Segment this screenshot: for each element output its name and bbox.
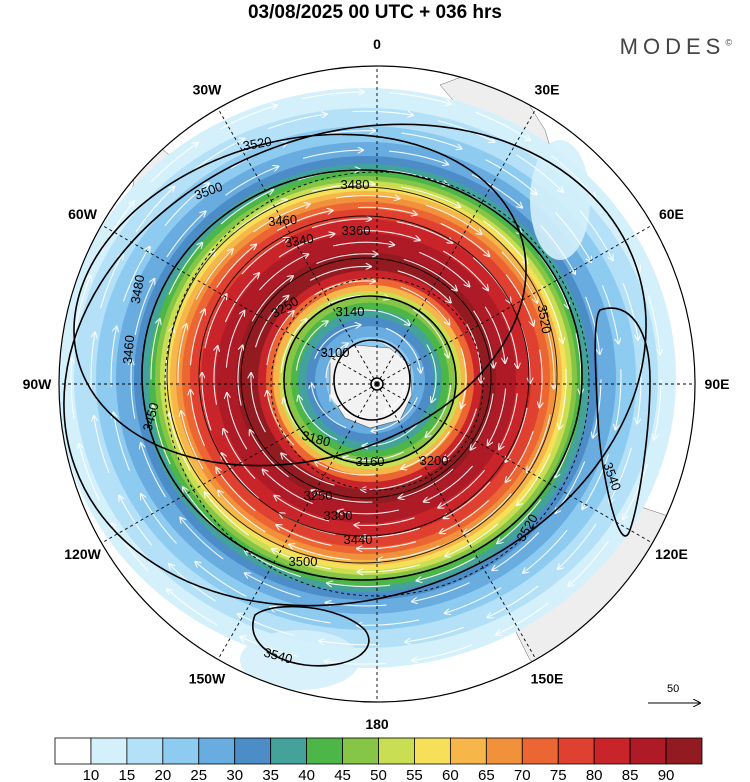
graticule [59, 66, 695, 702]
contour-3540-east [594, 307, 651, 537]
colorbar-swatch [54, 737, 92, 765]
contour-label: 3360 [342, 223, 371, 238]
colorbar-label: 35 [262, 767, 279, 782]
colorbar-label: 25 [190, 767, 207, 782]
contour-label: 3480 [341, 177, 370, 192]
contour-label: 3520 [242, 134, 273, 154]
colorbar-label: 40 [298, 767, 315, 782]
lon-label-150e: 150E [531, 670, 564, 686]
lon-label-60e: 60E [659, 206, 684, 222]
contour-label: 3460 [120, 335, 137, 365]
contour-3480 [73, 133, 527, 467]
lon-label-30w: 30W [193, 82, 223, 98]
colorbar-swatch [629, 737, 667, 765]
colorbar-label: 45 [334, 767, 351, 782]
lon-label-120w: 120W [64, 546, 101, 562]
contour-label: 3440 [344, 532, 373, 547]
colorbar-label: 70 [514, 767, 531, 782]
colorbar-swatch [378, 737, 415, 765]
contour-label: 3500 [289, 554, 318, 569]
colorbar-label: 55 [406, 767, 423, 782]
lon-label-90e: 90E [705, 376, 730, 392]
lon-label-90w: 90W [23, 376, 53, 392]
colorbar-swatch [198, 737, 236, 765]
colorbar: 10 15 20 25 30 35 40 45 50 55 60 65 70 75 80 85 90 [54, 737, 703, 782]
colorbar-swatch [306, 737, 343, 765]
contour-3540-south [252, 605, 370, 667]
contour-label: 3180 [300, 428, 332, 450]
page-title: 03/08/2025 00 UTC + 036 hrs [247, 2, 503, 23]
colorbar-label: 75 [550, 767, 567, 782]
reference-vector-label: 50 [667, 683, 679, 695]
longitude-labels: 0 30E 60E 90E 120E 150E 180 150W 120W 90W 60W 30W [23, 36, 730, 732]
contour-label: 3520 [535, 304, 555, 335]
colorbar-label: 80 [586, 767, 603, 782]
colorbar-label: 15 [119, 767, 136, 782]
colorbar-swatch [90, 737, 128, 765]
colorbar-swatch [270, 737, 308, 765]
contour-label: 3450 [140, 401, 162, 433]
colorbar-label: 20 [154, 767, 171, 782]
colorbar-label: 30 [226, 767, 243, 782]
pole-marker [370, 377, 384, 391]
colorbar-swatch [234, 737, 272, 765]
colorbar-label: 90 [658, 767, 675, 782]
contour-label: 3100 [321, 345, 350, 360]
brand-logo: MODES© [620, 34, 732, 60]
colorbar-label: 10 [83, 767, 100, 782]
colorbar-swatch [414, 737, 451, 765]
contour-label: 3160 [356, 454, 385, 469]
colorbar-swatch [162, 737, 200, 765]
contour-3500 [141, 169, 583, 581]
contour-label: 3340 [284, 231, 315, 251]
height-contours [63, 123, 651, 667]
lon-label-30e: 30E [535, 82, 560, 98]
lon-label-150w: 150W [189, 670, 226, 686]
contour-3160 [283, 295, 457, 465]
brand-mark: © [725, 37, 732, 48]
colorbar-swatch [521, 737, 559, 765]
colorbar-swatch [665, 737, 703, 765]
colorbar-label: 60 [442, 767, 459, 782]
colorbar-label: 85 [622, 767, 639, 782]
lon-label-60w: 60W [68, 206, 98, 222]
contour-label: 3140 [336, 304, 365, 319]
lon-label-0: 0 [373, 36, 381, 52]
contour-3520-outer [63, 123, 647, 607]
contour-3100 [333, 339, 411, 421]
colorbar-swatch [126, 737, 164, 765]
colorbar-swatch [342, 737, 379, 765]
lon-label-180: 180 [365, 716, 389, 732]
contour-label: 3480 [128, 274, 148, 305]
colorbar-label: 50 [370, 767, 387, 782]
contour-label: 3540 [262, 645, 294, 667]
contour-label: 3300 [324, 508, 353, 523]
lon-label-120e: 120E [655, 546, 688, 562]
colorbar-swatch [485, 737, 523, 765]
colorbar-swatch [557, 737, 595, 765]
colorbar-swatch [449, 737, 487, 765]
map-border [58, 65, 696, 703]
interior-contours [166, 186, 558, 564]
contour-label: 3250 [304, 488, 333, 503]
contour-labels: 3520 3500 3480 3460 3360 3340 3250 3140 3100 3160… [120, 134, 624, 667]
contour-label: 3200 [420, 453, 449, 468]
reference-vector: 50 [648, 683, 700, 703]
colorbar-swatch [593, 737, 631, 765]
brand-text: MODES [619, 34, 726, 59]
colorbar-label: 65 [478, 767, 495, 782]
